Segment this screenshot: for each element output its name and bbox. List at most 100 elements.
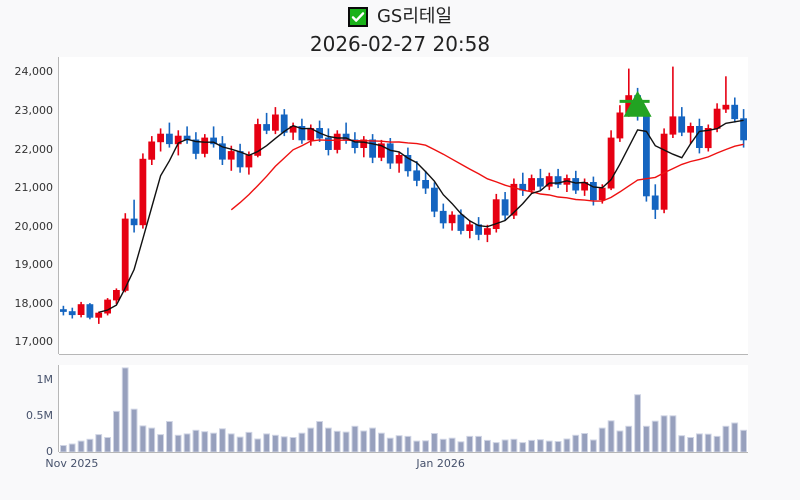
candlestick [422,170,430,194]
volume-y-tick-label: 1M [36,372,54,386]
volume-bar [219,428,226,453]
volume-bar [263,433,270,453]
price-y-tick-label: 17,000 [14,335,54,349]
volume-bar [157,434,164,453]
volume-bar [501,439,509,453]
volume-bar [68,443,76,453]
candlestick [201,134,209,158]
volume-chart-panel[interactable] [59,365,748,453]
candlestick [704,124,712,152]
volume-bar [272,434,279,453]
volume-bar [581,433,589,453]
volume-bar [280,436,288,453]
volume-bar [651,420,659,453]
check-icon[interactable] [347,7,368,27]
x-axis-tick-label: Nov 2025 [45,457,99,470]
candlestick [669,66,677,138]
volume-bar [307,427,315,453]
candlestick [210,126,218,148]
chart-header: GS리테일 2026-02-27 20:58 [0,0,800,57]
candlestick [651,184,659,219]
volume-bar [245,431,253,453]
volume-bar [227,433,235,453]
volume-bar [634,394,642,453]
candlestick [68,307,76,319]
volume-bar [448,437,456,453]
candlestick [333,130,341,154]
volume-bar [492,442,500,453]
volume-bar [413,440,421,453]
volume-bar [289,437,297,453]
candlestick [324,128,332,156]
candlestick [475,217,483,241]
candlestick [148,136,156,165]
volume-bar [86,438,94,453]
volume-bar [740,429,748,453]
price-y-tick-label: 18,000 [14,296,54,310]
volume-bar [422,440,430,453]
candlestick [192,132,200,160]
volume-bar [704,433,712,453]
volume-bar [528,439,536,453]
volume-bar [210,432,217,453]
volume-bar [554,441,562,453]
price-y-tick-label: 19,000 [14,258,54,272]
candlestick [413,161,421,187]
volume-bar [351,425,359,453]
volume-bar [731,422,739,453]
volume-x-axis-line [59,452,748,453]
volume-bar [104,437,112,453]
candlestick [298,118,306,144]
candlestick [369,134,377,164]
price-chart-canvas[interactable] [59,57,748,354]
volume-bar [484,439,491,453]
volume-bar [404,435,412,453]
volume-bar [572,434,580,453]
candlestick [660,128,668,214]
candlestick [448,211,456,231]
candlestick [271,107,279,135]
volume-y-tick-label: 0 [46,445,53,458]
volume-bar [475,435,483,453]
candlestick [360,136,368,158]
candlestick [492,193,500,233]
volume-bar [201,431,209,453]
volume-bar [174,434,182,453]
volume-bar [360,430,368,453]
volume-bar [333,430,341,453]
price-y-tick-label: 20,000 [14,219,54,233]
timestamp: 2026-02-27 20:58 [309,32,491,56]
candlestick [139,153,147,229]
volume-bar [139,425,147,453]
candlestick [236,143,244,173]
candlestick [722,76,730,113]
volume-bar [625,425,633,453]
candlestick [263,112,271,135]
candlestick [95,311,103,324]
volume-bar [386,437,394,453]
volume-bar [696,433,703,453]
volume-bar [713,435,721,453]
candlestick [731,97,739,123]
volume-bar [130,408,138,453]
candlestick [740,109,747,148]
price-y-tick-label: 24,000 [14,65,54,79]
candlestick [113,288,120,304]
candlestick [121,213,129,293]
candlestick [572,170,580,194]
volume-chart-canvas[interactable] [59,365,748,453]
volume-bar [722,425,730,453]
volume-bar [254,438,262,453]
buy-marker[interactable] [619,90,652,117]
volume-bar [616,430,624,453]
page-title: GS리테일 [376,6,453,27]
candlestick [183,126,191,144]
candlestick [404,147,412,177]
candlestick [130,199,138,233]
volume-bar [590,439,597,453]
candlestick [77,301,85,318]
price-chart-panel[interactable] [59,57,748,354]
volume-bar [643,425,650,453]
volume-bar [316,421,324,453]
volume-bar [545,440,553,453]
